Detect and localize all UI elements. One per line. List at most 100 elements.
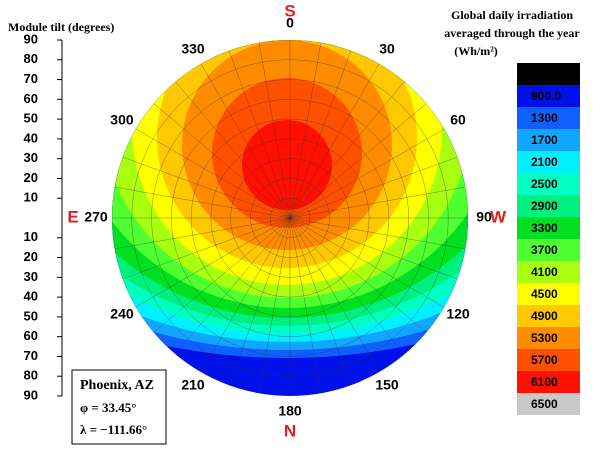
colorbar-title: (Wh/m²) xyxy=(454,44,498,58)
grid-spoke xyxy=(200,217,291,373)
colorbar-cell xyxy=(517,107,580,129)
azimuth-label: 120 xyxy=(446,306,470,322)
colorbar-label: 6500 xyxy=(531,397,558,411)
grid-spoke xyxy=(175,81,291,219)
colorbar-title: Global daily irradiation xyxy=(451,8,573,22)
tilt-tick-label: 20 xyxy=(24,249,38,264)
azimuth-label: 180 xyxy=(278,403,302,419)
grid-spoke xyxy=(200,63,291,219)
grid-spoke xyxy=(289,217,322,394)
azimuth-label: 90 xyxy=(476,209,492,225)
grid-spoke xyxy=(258,217,291,394)
tilt-tick-label: 50 xyxy=(24,111,38,126)
colorbar-label: 3700 xyxy=(531,243,558,257)
tilt-tick-label: 40 xyxy=(24,130,38,145)
colorbar-cell xyxy=(517,129,580,151)
colorbar-label: 2100 xyxy=(531,155,558,169)
tilt-tick-label: 10 xyxy=(24,190,38,205)
grid-spoke xyxy=(289,81,405,219)
colorbar-cell xyxy=(517,327,580,349)
azimuth-label: 60 xyxy=(450,112,466,128)
grid-spoke xyxy=(228,50,291,219)
colorbar-cell xyxy=(517,217,580,239)
colorbar-label: 1300 xyxy=(531,111,558,125)
tilt-tick-label: 70 xyxy=(24,71,38,86)
chart-title: Module tilt (degrees) xyxy=(8,20,114,34)
contour-band xyxy=(242,120,332,210)
grid-spoke xyxy=(289,217,427,333)
grid-spoke xyxy=(289,156,458,219)
grid-spoke xyxy=(289,63,380,219)
colorbar-cell xyxy=(517,393,580,415)
colorbar-label: 1700 xyxy=(531,133,558,147)
tilt-tick-label: 60 xyxy=(24,91,38,106)
grid-spoke xyxy=(153,103,291,219)
tilt-tick-label: 90 xyxy=(24,387,38,402)
grid-spoke xyxy=(114,186,291,219)
grid-spoke xyxy=(122,156,291,219)
tilt-tick-label: 30 xyxy=(24,269,38,284)
grid-spoke xyxy=(122,217,291,280)
latitude: φ = 33.45° xyxy=(80,400,136,415)
colorbar-label: 2500 xyxy=(531,177,558,191)
tilt-tick-label: 30 xyxy=(24,150,38,165)
colorbar-cell xyxy=(517,305,580,327)
colorbar-title: averaged through the year xyxy=(444,26,580,40)
grid-spoke xyxy=(289,217,405,355)
colorbar-cell xyxy=(517,173,580,195)
tilt-tick-label: 60 xyxy=(24,328,38,343)
azimuth-label: 210 xyxy=(181,377,205,393)
contour-plot xyxy=(112,40,468,396)
tilt-tick-label: 50 xyxy=(24,308,38,323)
colorbar-label: 6100 xyxy=(531,375,558,389)
polar-grid xyxy=(112,40,468,396)
colorbar-label: 3300 xyxy=(531,221,558,235)
grid-spoke xyxy=(289,217,352,386)
colorbar-label: 4900 xyxy=(531,309,558,323)
grid-spoke xyxy=(289,217,380,373)
tilt-tick-label: 70 xyxy=(24,348,38,363)
azimuth-label: 0 xyxy=(286,15,294,31)
grid-spoke xyxy=(228,217,291,386)
grid-spoke xyxy=(258,42,291,219)
tilt-tick-label: 80 xyxy=(24,51,38,66)
azimuth-label: 270 xyxy=(84,209,108,225)
colorbar-label: 5300 xyxy=(531,331,558,345)
grid-spoke xyxy=(289,217,458,280)
grid-spoke xyxy=(289,42,322,219)
grid-spoke xyxy=(289,50,352,219)
direction-label: W xyxy=(490,207,507,226)
colorbar-cell xyxy=(517,349,580,371)
tilt-tick-label: 40 xyxy=(24,289,38,304)
grid-spoke xyxy=(289,186,466,219)
grid-spoke xyxy=(114,217,291,250)
colorbar-cell xyxy=(517,63,580,85)
tilt-tick-label: 80 xyxy=(24,368,38,383)
grid-spoke xyxy=(289,103,427,219)
colorbar-label: 900.0 xyxy=(531,89,561,103)
grid-spoke xyxy=(135,128,291,219)
colorbar-cell xyxy=(517,151,580,173)
grid-spoke xyxy=(175,217,291,355)
colorbar-cell xyxy=(517,85,580,107)
azimuth-label: 240 xyxy=(110,306,134,322)
grid-spoke xyxy=(289,128,445,219)
tilt-tick-label: 90 xyxy=(24,31,38,46)
colorbar-cell xyxy=(517,371,580,393)
tilt-tick-label: 20 xyxy=(24,170,38,185)
direction-label: E xyxy=(67,207,78,226)
colorbar-cell xyxy=(517,283,580,305)
direction-label: S xyxy=(284,1,295,20)
colorbar-label: 2900 xyxy=(531,199,558,213)
azimuth-label: 30 xyxy=(379,41,395,57)
colorbar-cell xyxy=(517,239,580,261)
location-box xyxy=(71,369,167,445)
colorbar-label: 4100 xyxy=(531,265,558,279)
colorbar-cell xyxy=(517,261,580,283)
grid-spoke xyxy=(135,217,291,308)
grid-spoke xyxy=(153,217,291,333)
location-name: Phoenix, AZ xyxy=(80,378,154,393)
azimuth-label: 330 xyxy=(181,41,205,57)
colorbar-label: 5700 xyxy=(531,353,558,367)
